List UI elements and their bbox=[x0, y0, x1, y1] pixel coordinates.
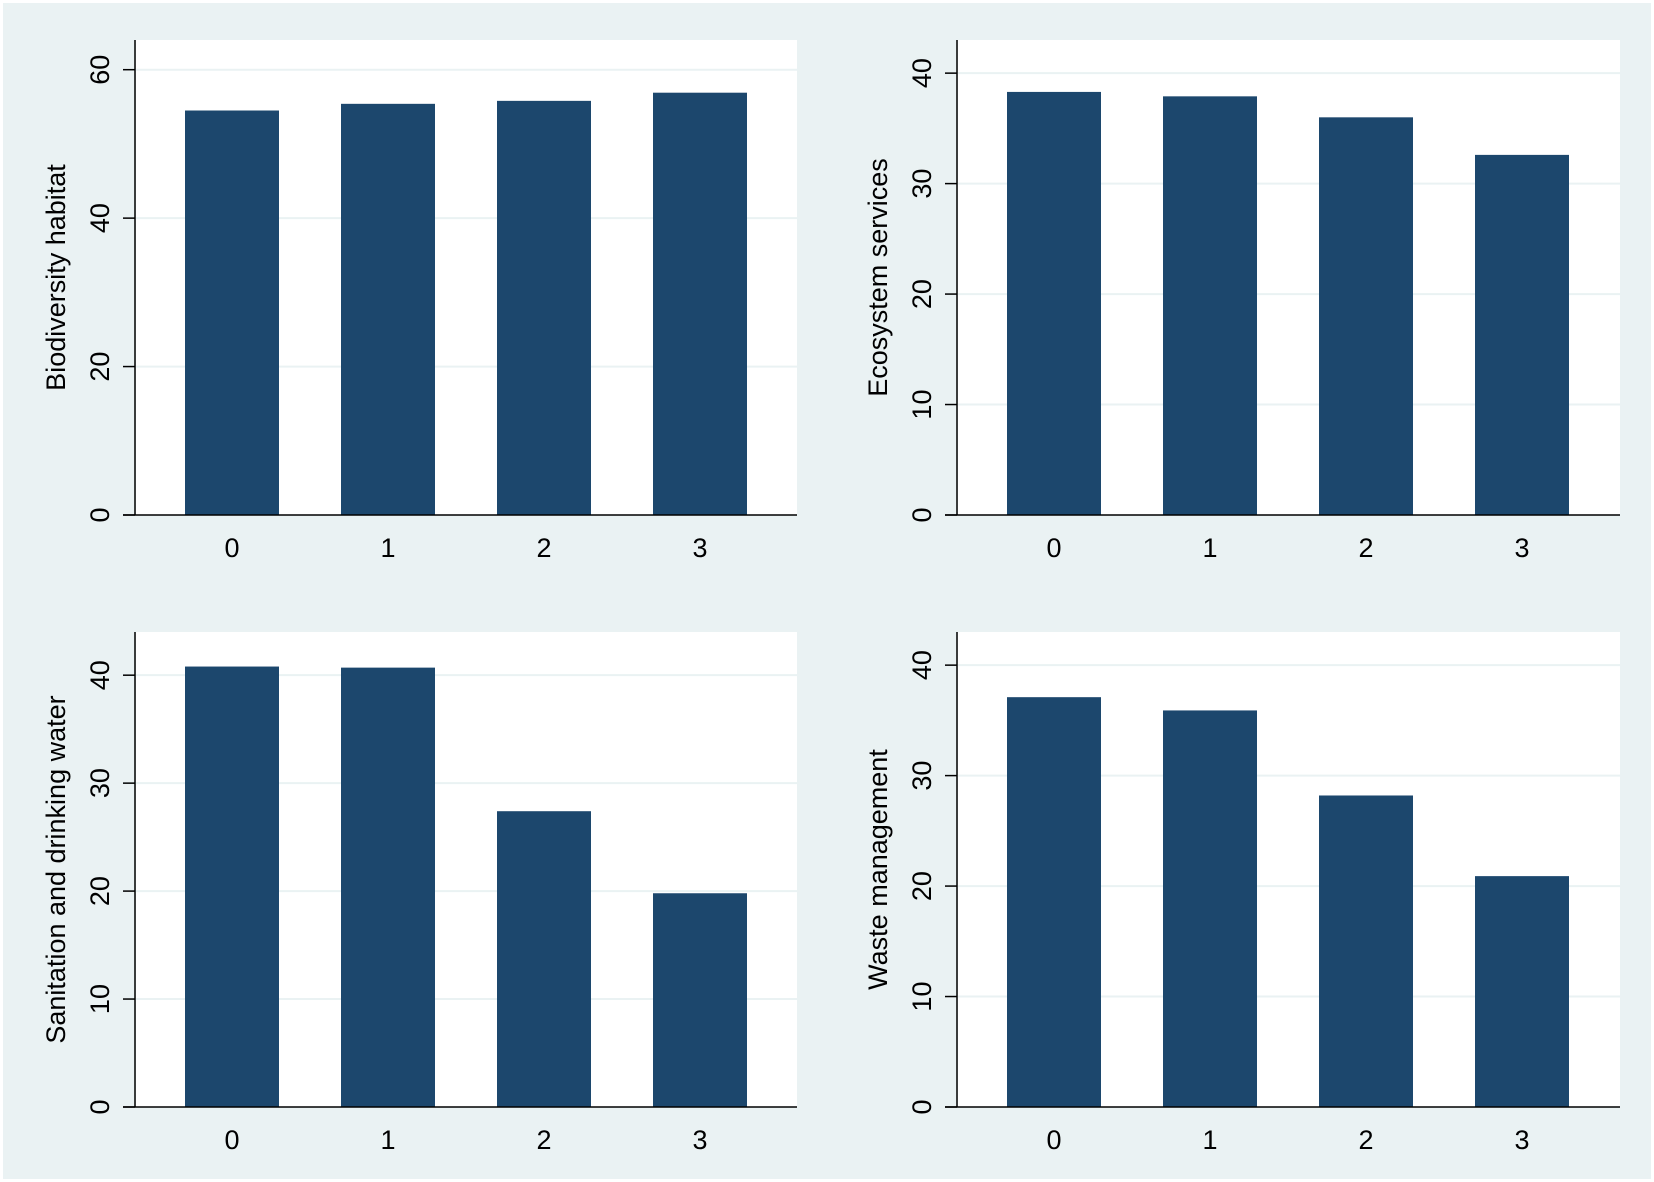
y-tick-label: 40 bbox=[907, 58, 937, 88]
y-tick-label: 20 bbox=[907, 279, 937, 309]
y-tick-label: 30 bbox=[85, 768, 115, 798]
bar bbox=[1007, 697, 1101, 1107]
bar bbox=[653, 92, 747, 515]
bar bbox=[1007, 91, 1101, 515]
x-tick-label: 3 bbox=[1514, 1125, 1529, 1155]
bar bbox=[1475, 154, 1569, 515]
y-axis-title: Sanitation and drinking water bbox=[41, 695, 71, 1043]
bar bbox=[1319, 117, 1413, 515]
bar bbox=[185, 110, 279, 515]
bar bbox=[1163, 96, 1257, 515]
bar bbox=[341, 103, 435, 515]
chart-panel-1: 0 20 40 60 Biodiversity habitat 0 1 2 3 bbox=[41, 40, 797, 563]
bar bbox=[1319, 795, 1413, 1107]
bar bbox=[341, 667, 435, 1107]
bar bbox=[1475, 876, 1569, 1107]
y-tick-label: 20 bbox=[85, 876, 115, 906]
x-tick-label: 0 bbox=[224, 1125, 239, 1155]
chart-panel-4: 0 10 20 30 40 Waste management 0 1 2 3 bbox=[863, 632, 1620, 1155]
x-tick-label: 2 bbox=[1358, 533, 1373, 563]
y-tick-label: 0 bbox=[907, 507, 937, 522]
x-tick-label: 2 bbox=[1358, 1125, 1373, 1155]
x-tick-label: 3 bbox=[1514, 533, 1529, 563]
y-tick-label: 60 bbox=[85, 55, 115, 85]
y-axis-title: Ecosystem services bbox=[863, 158, 893, 397]
y-axis-title: Biodiversity habitat bbox=[41, 164, 71, 391]
bar bbox=[1163, 710, 1257, 1107]
y-tick-label: 20 bbox=[907, 871, 937, 901]
x-tick-label: 3 bbox=[692, 533, 707, 563]
y-tick-label: 10 bbox=[907, 390, 937, 420]
x-tick-label: 0 bbox=[1046, 1125, 1061, 1155]
y-tick-label: 20 bbox=[85, 352, 115, 382]
chart-panel-3: 0 10 20 30 40 Sanitation and drinking water 0 1… bbox=[41, 632, 797, 1155]
y-tick-label: 30 bbox=[907, 169, 937, 199]
y-tick-label: 40 bbox=[85, 660, 115, 690]
x-tick-label: 2 bbox=[536, 533, 551, 563]
y-axis-title: Waste management bbox=[863, 749, 893, 990]
y-tick-label: 0 bbox=[85, 1099, 115, 1114]
bar bbox=[185, 666, 279, 1107]
chart-panel-2: 0 10 20 30 40 Ecosystem services 0 1 2 3 bbox=[863, 40, 1620, 563]
bar bbox=[497, 100, 591, 515]
x-tick-label: 0 bbox=[224, 533, 239, 563]
x-tick-label: 3 bbox=[692, 1125, 707, 1155]
bar bbox=[653, 893, 747, 1107]
x-tick-label: 1 bbox=[1202, 533, 1217, 563]
x-tick-label: 1 bbox=[380, 1125, 395, 1155]
x-tick-label: 1 bbox=[1202, 1125, 1217, 1155]
y-tick-label: 40 bbox=[907, 650, 937, 680]
x-tick-label: 2 bbox=[536, 1125, 551, 1155]
y-tick-label: 40 bbox=[85, 203, 115, 233]
x-tick-label: 0 bbox=[1046, 533, 1061, 563]
y-tick-label: 30 bbox=[907, 761, 937, 791]
x-tick-label: 1 bbox=[380, 533, 395, 563]
y-tick-label: 0 bbox=[907, 1099, 937, 1114]
y-tick-label: 10 bbox=[85, 984, 115, 1014]
y-tick-label: 10 bbox=[907, 982, 937, 1012]
bar bbox=[497, 811, 591, 1107]
y-tick-label: 0 bbox=[85, 507, 115, 522]
